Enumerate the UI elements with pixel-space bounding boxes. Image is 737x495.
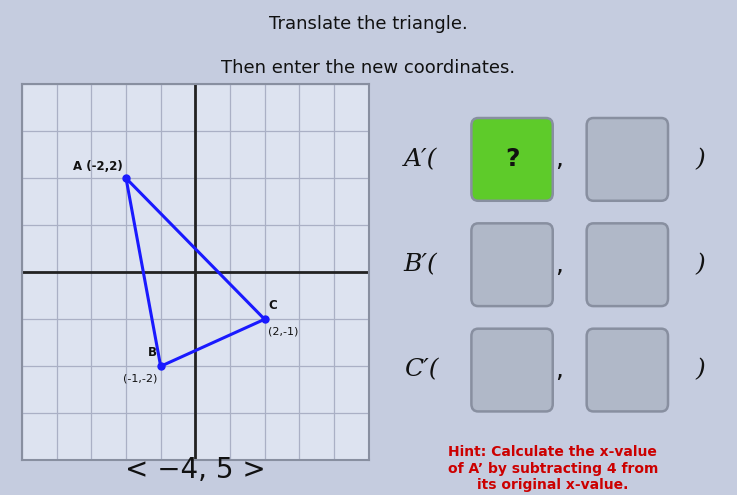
Text: B: B xyxy=(148,346,157,359)
FancyBboxPatch shape xyxy=(472,223,553,306)
Text: ,: , xyxy=(556,358,564,382)
FancyBboxPatch shape xyxy=(587,118,668,201)
Text: ?: ? xyxy=(505,148,520,171)
Text: ): ) xyxy=(695,253,705,276)
Text: ,: , xyxy=(556,148,564,171)
Text: ): ) xyxy=(695,358,705,382)
Text: < −4, 5 >: < −4, 5 > xyxy=(125,456,265,484)
Text: Then enter the new coordinates.: Then enter the new coordinates. xyxy=(221,59,516,77)
Text: C: C xyxy=(268,299,277,312)
Text: A (-2,2): A (-2,2) xyxy=(73,159,122,173)
Text: (2,-1): (2,-1) xyxy=(268,326,298,336)
Text: B′(: B′( xyxy=(404,253,437,276)
FancyBboxPatch shape xyxy=(587,329,668,411)
Text: A′(: A′( xyxy=(404,148,437,171)
Text: ): ) xyxy=(695,148,705,171)
FancyBboxPatch shape xyxy=(472,118,553,201)
Text: C′(: C′( xyxy=(404,358,438,382)
Text: ,: , xyxy=(556,253,564,277)
Text: Hint: Calculate the x-value
of A’ by subtracting 4 from
its original x-value.: Hint: Calculate the x-value of A’ by sub… xyxy=(447,446,658,492)
FancyBboxPatch shape xyxy=(472,329,553,411)
Text: (-1,-2): (-1,-2) xyxy=(123,373,157,383)
Text: Translate the triangle.: Translate the triangle. xyxy=(269,15,468,33)
FancyBboxPatch shape xyxy=(587,223,668,306)
